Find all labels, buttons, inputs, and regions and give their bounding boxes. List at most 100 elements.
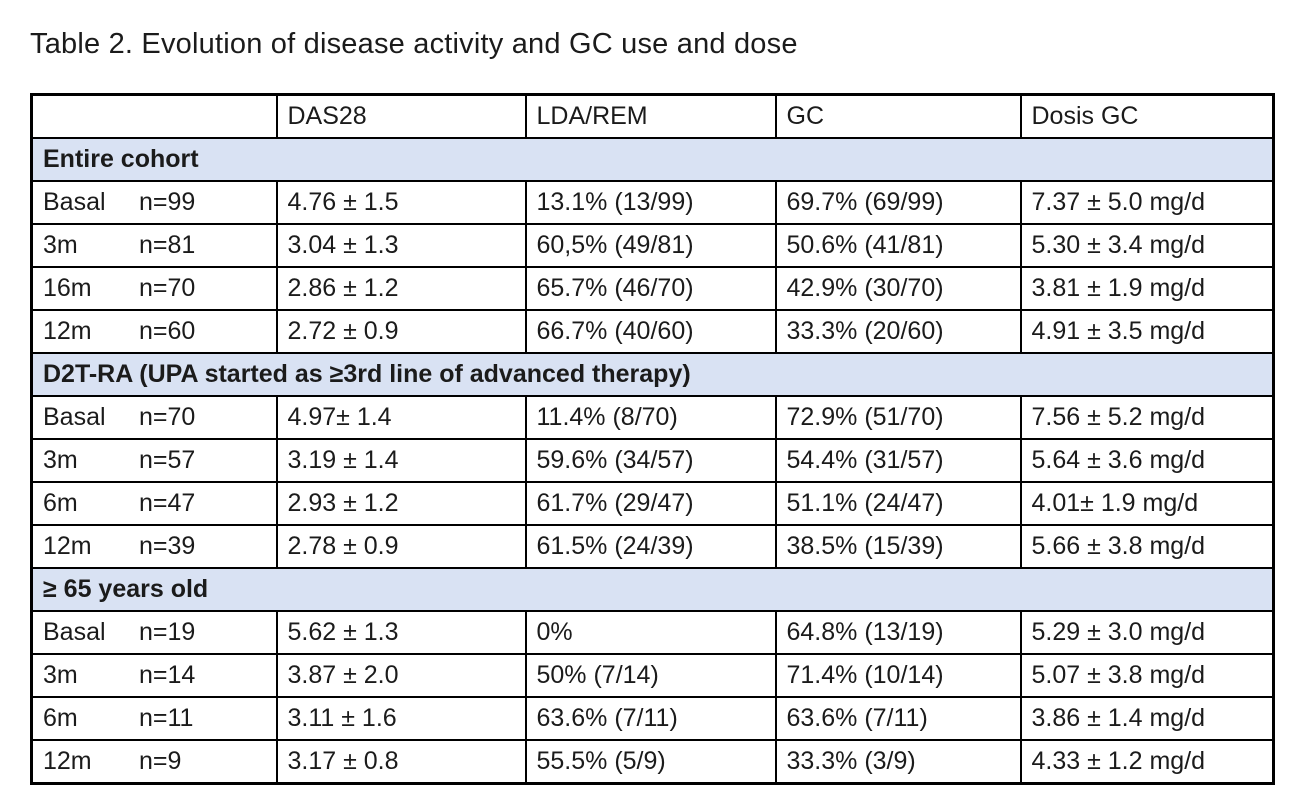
period-label: Basal — [43, 188, 106, 217]
n-label: n=39 — [139, 532, 196, 561]
period-cell: 3m n=81 — [30, 223, 278, 269]
column-header: GC — [774, 93, 1022, 140]
period-label: 6m — [43, 489, 78, 518]
das28-cell: 2.86 ± 1.2 — [275, 266, 527, 312]
column-header — [30, 93, 278, 140]
das28-cell: 4.97± 1.4 — [275, 395, 527, 441]
lda-rem-cell: 0% — [524, 610, 777, 656]
dosis-gc-cell: 5.29 ± 3.0 mg/d — [1019, 610, 1275, 656]
table-row: 12m n=60 2.72 ± 0.9 66.7% (40/60) 33.3% (20/… — [30, 309, 1275, 355]
dosis-gc-cell: 3.81 ± 1.9 mg/d — [1019, 266, 1275, 312]
dosis-gc-cell: 7.37 ± 5.0 mg/d — [1019, 180, 1275, 226]
table-body: Entire cohort Basal n=99 4.76 ± 1.5 13.1% (1… — [30, 137, 1275, 785]
lda-rem-cell: 55.5% (5/9) — [524, 739, 777, 785]
table-row: 12m n=39 2.78 ± 0.9 61.5% (24/39) 38.5% (15/… — [30, 524, 1275, 570]
period-label: 6m — [43, 704, 78, 733]
period-label: Basal — [43, 618, 106, 647]
n-label: n=19 — [139, 618, 196, 647]
n-label: n=9 — [139, 747, 182, 776]
period-label: 3m — [43, 661, 78, 690]
period-cell: 12m n=9 — [30, 739, 278, 785]
column-header: Dosis GC — [1019, 93, 1275, 140]
lda-rem-cell: 65.7% (46/70) — [524, 266, 777, 312]
n-label: n=11 — [139, 704, 194, 733]
period-cell: 12m n=39 — [30, 524, 278, 570]
lda-rem-cell: 13.1% (13/99) — [524, 180, 777, 226]
lda-rem-cell: 61.7% (29/47) — [524, 481, 777, 527]
period-label: Basal — [43, 403, 106, 432]
dosis-gc-cell: 4.01± 1.9 mg/d — [1019, 481, 1275, 527]
column-header: LDA/REM — [524, 93, 777, 140]
table-caption: Table 2. Evolution of disease activity a… — [30, 28, 798, 60]
section-header-row: D2T-RA (UPA started as ≥3rd line of adva… — [30, 352, 1275, 398]
section-header: Entire cohort — [30, 137, 1275, 183]
dosis-gc-cell: 5.64 ± 3.6 mg/d — [1019, 438, 1275, 484]
lda-rem-cell: 66.7% (40/60) — [524, 309, 777, 355]
period-cell: 12m n=60 — [30, 309, 278, 355]
das28-cell: 3.17 ± 0.8 — [275, 739, 527, 785]
table-row: 3m n=81 3.04 ± 1.3 60,5% (49/81) 50.6% (41/8… — [30, 223, 1275, 269]
section-header: ≥ 65 years old — [30, 567, 1275, 613]
period-cell: Basal n=19 — [30, 610, 278, 656]
section-header: D2T-RA (UPA started as ≥3rd line of adva… — [30, 352, 1275, 398]
gc-cell: 69.7% (69/99) — [774, 180, 1022, 226]
gc-cell: 50.6% (41/81) — [774, 223, 1022, 269]
table-row: 16m n=70 2.86 ± 1.2 65.7% (46/70) 42.9% (30/… — [30, 266, 1275, 312]
dosis-gc-cell: 4.91 ± 3.5 mg/d — [1019, 309, 1275, 355]
lda-rem-cell: 59.6% (34/57) — [524, 438, 777, 484]
section-header-row: Entire cohort — [30, 137, 1275, 183]
das28-cell: 3.87 ± 2.0 — [275, 653, 527, 699]
n-label: n=14 — [139, 661, 196, 690]
gc-cell: 63.6% (7/11) — [774, 696, 1022, 742]
table-row: 6m n=47 2.93 ± 1.2 61.7% (29/47) 51.1% (24/4… — [30, 481, 1275, 527]
n-label: n=99 — [139, 188, 196, 217]
gc-cell: 38.5% (15/39) — [774, 524, 1022, 570]
gc-cell: 72.9% (51/70) — [774, 395, 1022, 441]
das28-cell: 2.93 ± 1.2 — [275, 481, 527, 527]
dosis-gc-cell: 5.66 ± 3.8 mg/d — [1019, 524, 1275, 570]
period-cell: 6m n=11 — [30, 696, 278, 742]
lda-rem-cell: 11.4% (8/70) — [524, 395, 777, 441]
gc-cell: 71.4% (10/14) — [774, 653, 1022, 699]
das28-cell: 2.78 ± 0.9 — [275, 524, 527, 570]
lda-rem-cell: 60,5% (49/81) — [524, 223, 777, 269]
lda-rem-cell: 50% (7/14) — [524, 653, 777, 699]
period-label: 12m — [43, 532, 92, 561]
das28-cell: 2.72 ± 0.9 — [275, 309, 527, 355]
gc-cell: 64.8% (13/19) — [774, 610, 1022, 656]
gc-cell: 54.4% (31/57) — [774, 438, 1022, 484]
das28-cell: 5.62 ± 1.3 — [275, 610, 527, 656]
das28-cell: 3.04 ± 1.3 — [275, 223, 527, 269]
data-table: DAS28 LDA/REM GC Dosis GC Entire cohort Basa… — [30, 93, 1275, 786]
n-label: n=81 — [139, 231, 196, 260]
das28-cell: 3.11 ± 1.6 — [275, 696, 527, 742]
column-header-row: DAS28 LDA/REM GC Dosis GC — [30, 93, 1275, 140]
lda-rem-cell: 63.6% (7/11) — [524, 696, 777, 742]
table-row: 3m n=57 3.19 ± 1.4 59.6% (34/57) 54.4% (31/5… — [30, 438, 1275, 484]
period-label: 16m — [43, 274, 92, 303]
gc-cell: 51.1% (24/47) — [774, 481, 1022, 527]
n-label: n=70 — [139, 403, 196, 432]
dosis-gc-cell: 7.56 ± 5.2 mg/d — [1019, 395, 1275, 441]
n-label: n=70 — [139, 274, 196, 303]
period-label: 12m — [43, 747, 92, 776]
n-label: n=57 — [139, 446, 196, 475]
das28-cell: 3.19 ± 1.4 — [275, 438, 527, 484]
gc-cell: 33.3% (20/60) — [774, 309, 1022, 355]
period-cell: Basal n=99 — [30, 180, 278, 226]
das28-cell: 4.76 ± 1.5 — [275, 180, 527, 226]
table-row: 3m n=14 3.87 ± 2.0 50% (7/14) 71.4% (10/14) 5… — [30, 653, 1275, 699]
table-row: Basal n=70 4.97± 1.4 11.4% (8/70) 72.9% (51/… — [30, 395, 1275, 441]
gc-cell: 42.9% (30/70) — [774, 266, 1022, 312]
period-cell: 3m n=57 — [30, 438, 278, 484]
table-row: Basal n=19 5.62 ± 1.3 0% 64.8% (13/19) 5.29 ±… — [30, 610, 1275, 656]
dosis-gc-cell: 5.07 ± 3.8 mg/d — [1019, 653, 1275, 699]
period-label: 3m — [43, 231, 78, 260]
period-cell: 3m n=14 — [30, 653, 278, 699]
dosis-gc-cell: 5.30 ± 3.4 mg/d — [1019, 223, 1275, 269]
n-label: n=60 — [139, 317, 196, 346]
period-cell: Basal n=70 — [30, 395, 278, 441]
gc-cell: 33.3% (3/9) — [774, 739, 1022, 785]
section-header-row: ≥ 65 years old — [30, 567, 1275, 613]
